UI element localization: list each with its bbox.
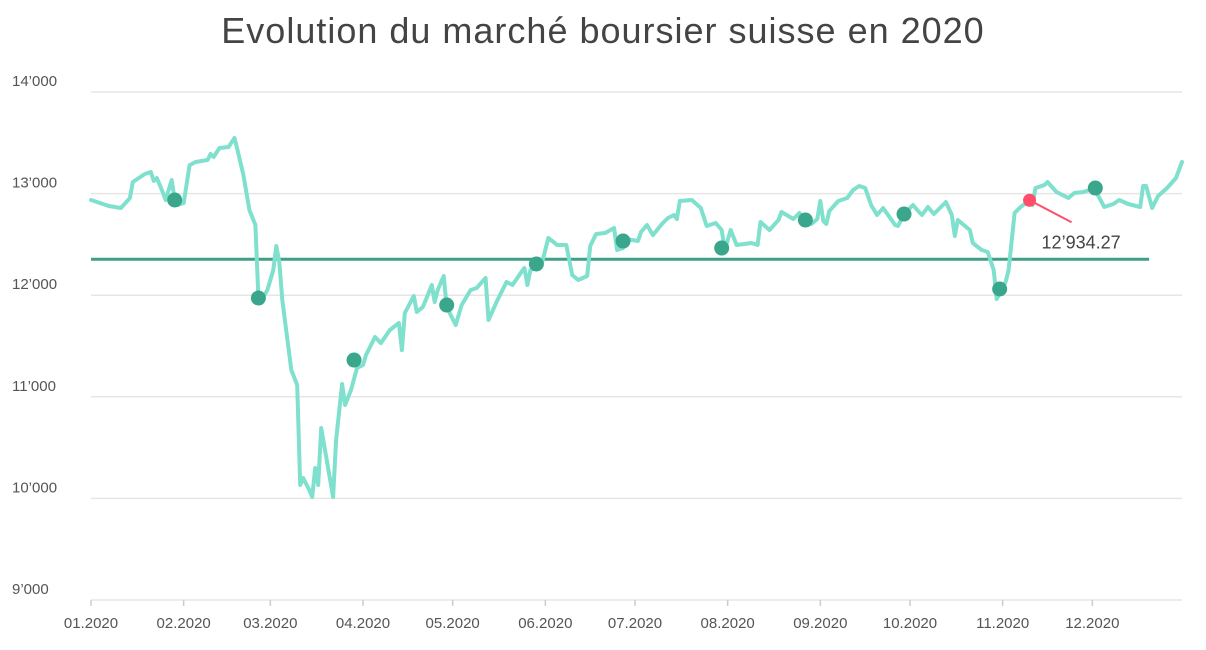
x-tick-label: 06.2020 <box>518 615 572 632</box>
data-marker <box>714 240 730 256</box>
data-marker <box>896 206 912 222</box>
annotation-label: 12’934.27 <box>1042 232 1121 252</box>
x-tick-label: 04.2020 <box>336 615 390 632</box>
data-marker <box>528 256 544 272</box>
data-marker <box>346 352 362 368</box>
x-tick-label: 02.2020 <box>157 615 211 632</box>
y-tick-label: 14’000 <box>12 73 57 90</box>
data-marker <box>250 290 266 306</box>
data-marker <box>439 297 455 313</box>
highlight-marker <box>1023 193 1037 207</box>
data-marker <box>797 212 813 228</box>
y-tick-label: 12’000 <box>12 276 57 293</box>
y-tick-label: 10’000 <box>12 479 57 496</box>
x-tick-label: 12.2020 <box>1065 615 1119 632</box>
y-tick-label: 9’000 <box>12 581 49 598</box>
data-marker <box>615 233 631 249</box>
price-line <box>89 136 1184 499</box>
data-marker <box>992 281 1008 297</box>
chart-title: Evolution du marché boursier suisse en 2… <box>221 10 985 51</box>
x-tick-label: 07.2020 <box>608 615 662 632</box>
x-tick-label: 05.2020 <box>426 615 480 632</box>
x-tick-label: 10.2020 <box>883 615 937 632</box>
x-tick-label: 01.2020 <box>64 615 118 632</box>
data-marker <box>1087 180 1103 196</box>
y-tick-label: 13’000 <box>12 175 57 192</box>
data-marker <box>167 192 183 208</box>
x-tick-label: 08.2020 <box>701 615 755 632</box>
annotation-connector <box>1029 199 1073 224</box>
x-tick-label: 11.2020 <box>976 615 1029 632</box>
x-tick-label: 09.2020 <box>793 615 847 632</box>
x-tick-label: 03.2020 <box>243 615 297 632</box>
y-tick-label: 11’000 <box>12 378 56 395</box>
